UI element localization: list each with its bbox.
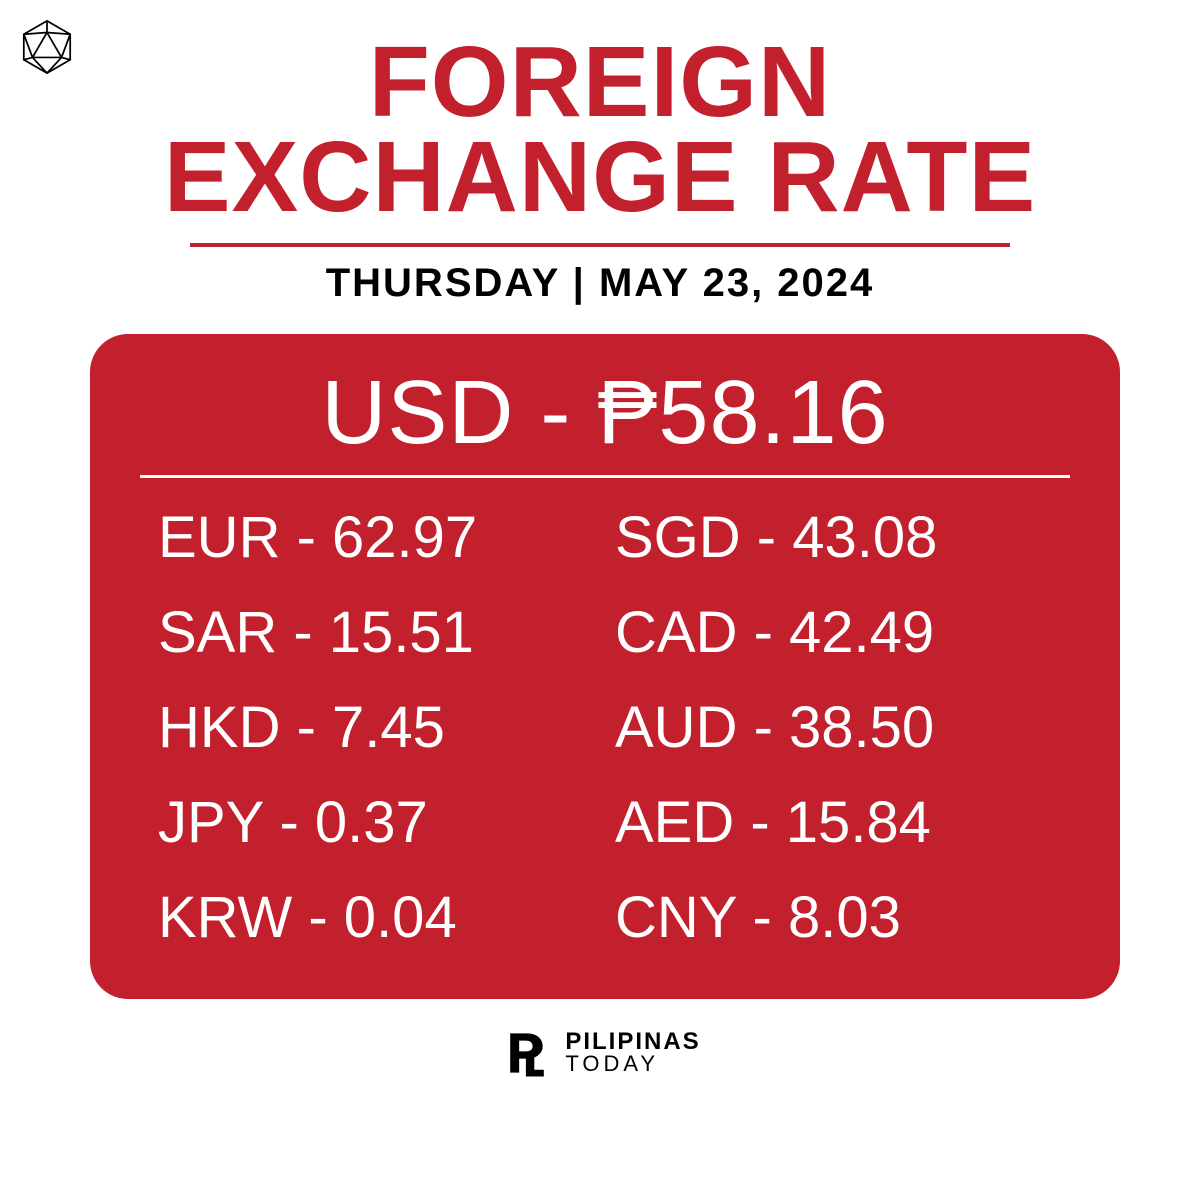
title-line-2: EXCHANGE RATE <box>164 121 1036 233</box>
title-underline <box>190 243 1010 247</box>
pt-logo-icon <box>499 1025 555 1081</box>
main-container: FOREIGN EXCHANGE RATE THURSDAY | MAY 23,… <box>0 0 1200 1081</box>
box-divider <box>140 475 1070 478</box>
rates-grid: EUR - 62.97 SAR - 15.51 HKD - 7.45 JPY -… <box>140 504 1070 951</box>
geometric-icon <box>18 18 76 76</box>
rate-item: AED - 15.84 <box>615 789 1052 856</box>
rate-box: USD - ₱58.16 EUR - 62.97 SAR - 15.51 HKD… <box>90 334 1120 999</box>
rate-item: JPY - 0.37 <box>158 789 595 856</box>
main-rate: USD - ₱58.16 <box>140 362 1070 465</box>
footer-logo: PILIPINAS TODAY <box>90 1025 1110 1081</box>
rate-item: KRW - 0.04 <box>158 884 595 951</box>
rate-item: HKD - 7.45 <box>158 694 595 761</box>
rate-item: CNY - 8.03 <box>615 884 1052 951</box>
rates-column-left: EUR - 62.97 SAR - 15.51 HKD - 7.45 JPY -… <box>158 504 595 951</box>
title: FOREIGN EXCHANGE RATE <box>90 35 1110 225</box>
rate-item: CAD - 42.49 <box>615 599 1052 666</box>
rate-item: SAR - 15.51 <box>158 599 595 666</box>
rate-item: SGD - 43.08 <box>615 504 1052 571</box>
rate-item: AUD - 38.50 <box>615 694 1052 761</box>
footer-line-2: TODAY <box>565 1054 700 1075</box>
rate-item: EUR - 62.97 <box>158 504 595 571</box>
footer-text: PILIPINAS TODAY <box>565 1031 700 1075</box>
date-label: THURSDAY | MAY 23, 2024 <box>90 261 1110 306</box>
rates-column-right: SGD - 43.08 CAD - 42.49 AUD - 38.50 AED … <box>615 504 1052 951</box>
